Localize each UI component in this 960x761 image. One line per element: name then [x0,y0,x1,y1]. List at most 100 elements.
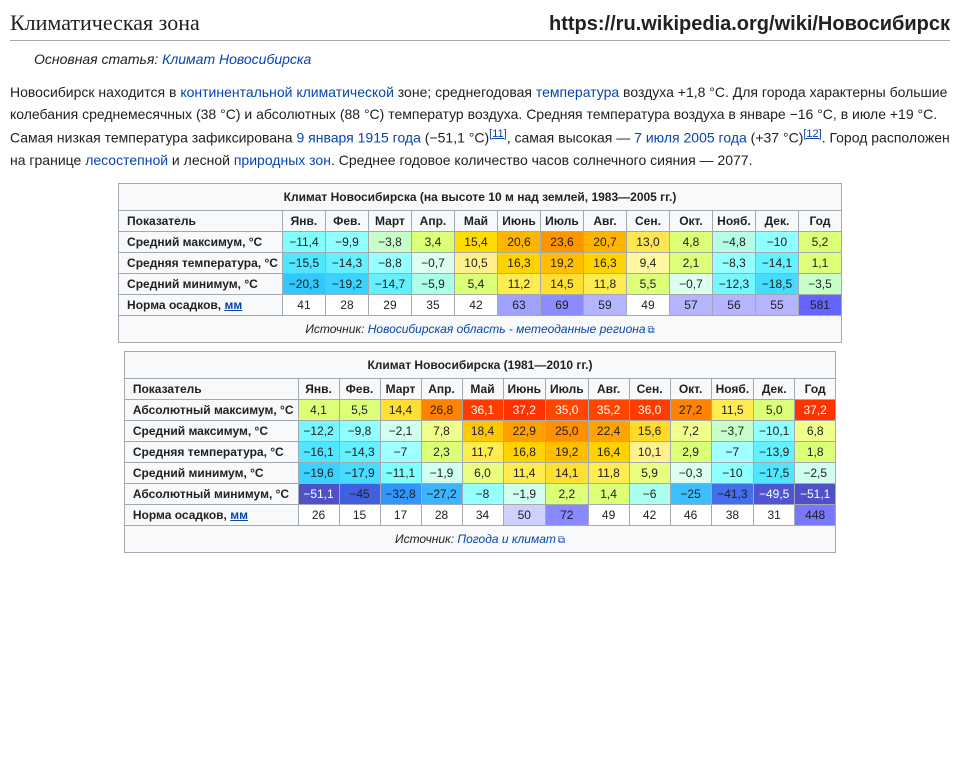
table-row: Средний максимум, °C−11,4−9,9−3,83,415,4… [119,232,842,253]
row-label: Средняя температура, °C [119,253,283,274]
data-cell: 25,0 [546,421,589,442]
ref-12[interactable]: [12] [803,128,821,140]
data-cell: 36,0 [629,400,670,421]
data-cell: 11,4 [503,463,546,484]
data-cell: 16,3 [497,253,540,274]
link-year-2005[interactable]: 2005 года [684,129,747,145]
link-year-1915[interactable]: 1915 года [358,129,421,145]
row-label: Средний минимум, °C [124,463,298,484]
data-cell: 35 [411,295,454,316]
col-month: Май [462,379,503,400]
data-cell: −16,1 [298,442,339,463]
table-source: Источник: Новосибирская область - метеод… [119,316,842,343]
col-month: Авг. [583,211,626,232]
data-cell: 10,5 [454,253,497,274]
data-cell: −14,3 [339,442,380,463]
data-cell: 28 [325,295,368,316]
data-cell: −2,1 [380,421,421,442]
data-cell: 6,0 [462,463,503,484]
precip-unit-link[interactable]: мм [230,508,248,522]
link-date-jan9[interactable]: 9 января [296,129,353,145]
data-cell: −51,1 [795,484,836,505]
data-cell: 17 [380,505,421,526]
main-article-prefix: Основная статья: [34,51,158,67]
data-cell: −7 [711,442,754,463]
text: и лесной [168,152,234,168]
link-date-jul7[interactable]: 7 июля [634,129,679,145]
data-cell: −3,8 [368,232,411,253]
data-cell: −8,8 [368,253,411,274]
data-cell: −14,3 [325,253,368,274]
main-article-link[interactable]: Климат Новосибирска [162,51,311,67]
data-cell: −0,7 [669,274,712,295]
data-cell: −2,5 [795,463,836,484]
data-cell: 4,1 [298,400,339,421]
link-forest-steppe[interactable]: лесостепной [85,152,168,168]
link-natural-zones[interactable]: природных зон [234,152,331,168]
col-month: Фев. [339,379,380,400]
data-cell: 29 [368,295,411,316]
row-label: Средняя температура, °C [124,442,298,463]
col-month: Март [368,211,411,232]
data-cell: 14,1 [546,463,589,484]
link-climate-zone[interactable]: континентальной климатической [180,84,394,100]
data-cell: −10 [711,463,754,484]
col-month: Июль [546,379,589,400]
table-row: Абсолютный максимум, °C4,15,514,426,836,… [124,400,835,421]
data-cell: 14,5 [540,274,583,295]
table-source-row: Источник: Погода и климат [124,526,835,553]
data-cell: −17,9 [339,463,380,484]
data-cell: 7,8 [421,421,462,442]
data-cell: 22,4 [588,421,629,442]
table-title: Климат Новосибирска (1981—2010 гг.) [124,352,835,379]
col-month: Июль [540,211,583,232]
section-title: Климатическая зона [10,10,200,36]
data-cell: 57 [669,295,712,316]
table-row: Норма осадков, мм41282935426369594957565… [119,295,842,316]
source-link[interactable]: Новосибирская область - метеоданные реги… [368,322,655,336]
data-cell: −7 [380,442,421,463]
table-row: Средняя температура, °C−15,5−14,3−8,8−0,… [119,253,842,274]
data-cell: −0,7 [411,253,454,274]
col-month: Янв. [298,379,339,400]
data-cell: −27,2 [421,484,462,505]
data-cell: 15,4 [454,232,497,253]
data-cell: −5,9 [411,274,454,295]
data-cell: −13,9 [754,442,795,463]
row-label: Средний минимум, °C [119,274,283,295]
data-cell: −51,1 [298,484,339,505]
data-cell: −17,5 [754,463,795,484]
col-indicator: Показатель [124,379,298,400]
data-cell: 55 [755,295,798,316]
data-cell: 2,2 [546,484,589,505]
data-cell: 19,2 [540,253,583,274]
data-cell: 15,6 [629,421,670,442]
data-cell: −14,1 [755,253,798,274]
ref-11[interactable]: [11] [489,128,507,140]
data-cell: −11,1 [380,463,421,484]
data-cell: −15,5 [282,253,325,274]
data-cell: −6 [629,484,670,505]
data-cell: −25 [670,484,711,505]
climate-table-1981-2010: Климат Новосибирска (1981—2010 гг.)Показ… [124,351,836,553]
data-cell: 3,4 [411,232,454,253]
link-temperature[interactable]: температура [536,84,619,100]
data-cell: 19,2 [546,442,589,463]
col-month: Сен. [626,211,669,232]
data-cell: −0,3 [670,463,711,484]
source-link[interactable]: Погода и климат [457,532,565,546]
table-row: Средний минимум, °C−20,3−19,2−14,7−5,95,… [119,274,842,295]
data-cell: 49 [626,295,669,316]
data-cell: 1,4 [588,484,629,505]
data-cell: 5,2 [798,232,841,253]
data-cell: 2,3 [421,442,462,463]
data-cell: −45 [339,484,380,505]
table-title-row: Климат Новосибирска (1981—2010 гг.) [124,352,835,379]
data-cell: 49 [588,505,629,526]
col-month: Дек. [755,211,798,232]
data-cell: −12,3 [712,274,755,295]
precip-unit-link[interactable]: мм [224,298,242,312]
data-cell: 448 [795,505,836,526]
col-month: Янв. [282,211,325,232]
data-cell: −19,2 [325,274,368,295]
